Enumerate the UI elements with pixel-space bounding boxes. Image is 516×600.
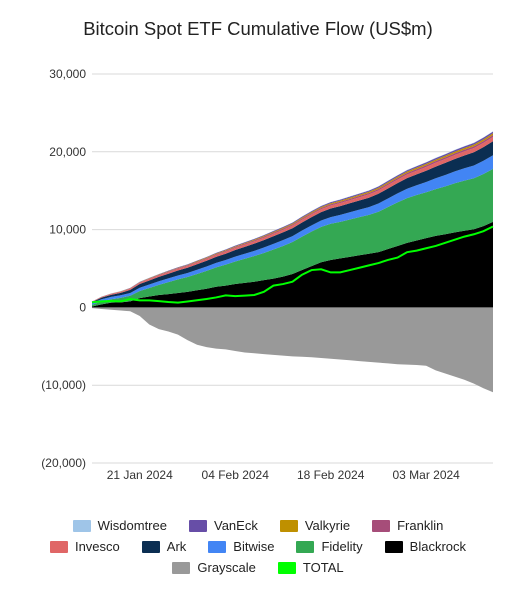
legend-item-valkyrie: Valkyrie (279, 518, 351, 533)
y-tick-label: (10,000) (41, 378, 86, 392)
legend-label: Blackrock (409, 539, 467, 554)
chart-title: Bitcoin Spot ETF Cumulative Flow (US$m) (83, 18, 433, 39)
legend-label: Grayscale (197, 560, 256, 575)
legend-item-blackrock: Blackrock (384, 539, 467, 554)
legend-item-total: TOTAL (277, 560, 344, 575)
legend-item-bitwise: Bitwise (208, 539, 274, 554)
legend-label: Franklin (397, 518, 444, 533)
legend-row: Invesco Ark Bitwise Fidelity Blackrock (0, 539, 516, 554)
y-tick-label: 20,000 (49, 145, 86, 159)
legend-item-franklin: Franklin (372, 518, 443, 533)
legend-swatch (72, 519, 91, 532)
legend-item-fidelity: Fidelity (296, 539, 363, 554)
legend-swatch (279, 519, 298, 532)
legend-swatch (384, 540, 403, 553)
legend-label: Valkyrie (304, 518, 351, 533)
legend-swatch (49, 540, 68, 553)
x-tick-label: 03 Mar 2024 (392, 468, 460, 482)
plot-area: 30,000 20,000 10,000 0 (10,000) (20,000) 21 Ja… (41, 67, 494, 482)
legend-label: Fidelity (321, 539, 363, 554)
x-tick-label: 21 Jan 2024 (107, 468, 173, 482)
legend-item-wisdomtree: Wisdomtree (72, 518, 167, 533)
legend-label: Invesco (74, 539, 120, 554)
area-fidelity (92, 168, 493, 307)
legend-swatch (296, 540, 315, 553)
legend-label: TOTAL (302, 560, 344, 575)
y-tick-label: 10,000 (49, 223, 86, 237)
legend-swatch (208, 540, 227, 553)
legend: Wisdomtree VanEck Valkyrie Franklin Invesco A… (0, 518, 516, 581)
legend-label: Bitwise (233, 539, 275, 554)
legend-swatch (188, 519, 207, 532)
x-tick-label: 04 Feb 2024 (202, 468, 270, 482)
legend-item-grayscale: Grayscale (172, 560, 256, 575)
y-tick-label: (20,000) (41, 456, 86, 470)
line-total (91, 225, 494, 304)
legend-row: Wisdomtree VanEck Valkyrie Franklin (0, 518, 516, 533)
y-tick-label: 0 (79, 300, 86, 314)
legend-item-vaneck: VanEck (188, 518, 258, 533)
legend-label: Wisdomtree (97, 518, 167, 533)
area-blackrock (92, 221, 493, 308)
legend-row: Grayscale TOTAL (0, 560, 516, 575)
y-tick-label: 30,000 (49, 67, 86, 81)
legend-swatch (172, 561, 191, 574)
legend-item-ark: Ark (141, 539, 187, 554)
legend-swatch (141, 540, 160, 553)
legend-label: VanEck (213, 518, 258, 533)
legend-swatch (372, 519, 391, 532)
legend-label: Ark (166, 539, 187, 554)
legend-swatch (277, 561, 296, 574)
x-tick-label: 18 Feb 2024 (297, 468, 365, 482)
legend-item-invesco: Invesco (49, 539, 120, 554)
area-grayscale (92, 307, 493, 393)
